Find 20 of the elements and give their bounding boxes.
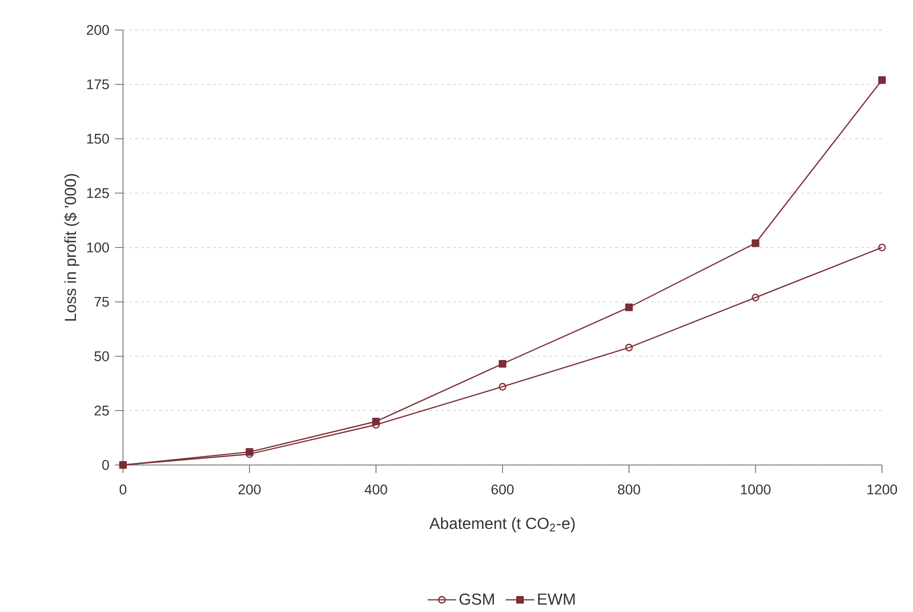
x-axis-title: Abatement (t CO$_{2}$-e) xyxy=(429,517,575,532)
y-tick-label: 100 xyxy=(87,242,109,252)
y-tick-label: 150 xyxy=(87,134,109,144)
y-tick-label: 25 xyxy=(94,406,109,416)
legend-label: GSM xyxy=(460,594,494,605)
y-tick-label: 50 xyxy=(94,351,109,362)
x-tick-label: 1000 xyxy=(741,484,771,494)
x-tick-label: 800 xyxy=(618,484,640,494)
y-tick-label: 200 xyxy=(86,25,109,35)
x-tick-label: 200 xyxy=(238,484,261,494)
legend-label: EWM xyxy=(538,594,575,605)
x-tick-label: 0 xyxy=(120,484,126,494)
y-tick-label: 175 xyxy=(87,79,109,90)
x-tick-label: 1200 xyxy=(867,484,898,494)
y-tick-label: 125 xyxy=(87,188,109,198)
y-tick-label: 75 xyxy=(94,296,109,307)
y-tick-label: 0 xyxy=(102,460,109,470)
y-axis-title: Loss in profit ($ '000) xyxy=(64,174,80,321)
x-tick-label: 600 xyxy=(492,484,514,494)
x-tick-label: 400 xyxy=(364,484,388,494)
